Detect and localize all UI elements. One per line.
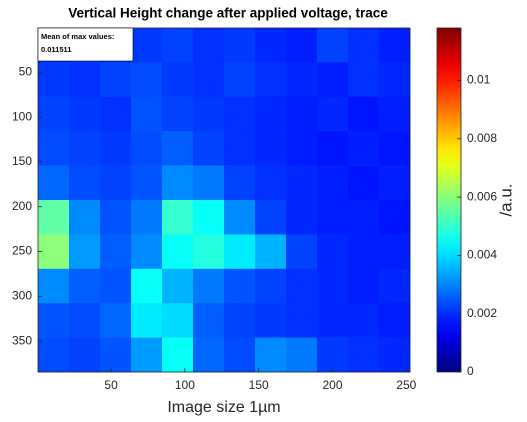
annotation: 0.011511 xyxy=(41,45,71,54)
y-tick-label: 250 xyxy=(12,244,32,258)
x-tick-label: 50 xyxy=(104,378,118,392)
y-tick-label: 200 xyxy=(12,199,32,213)
colorbar-tick-label: 0.002 xyxy=(467,306,497,320)
y-tick-label: 300 xyxy=(12,288,32,302)
colorbar-tick-label: 0.006 xyxy=(467,189,497,203)
x-tick-label: 100 xyxy=(175,378,195,392)
plot-frame xyxy=(37,27,411,373)
colorbar-tick-label: 0.008 xyxy=(467,131,497,145)
x-tick-label: 250 xyxy=(396,378,416,392)
annotation-box xyxy=(37,27,134,62)
colorbar-tick-label: 0.01 xyxy=(467,73,491,87)
annotation: Mean of max values: xyxy=(41,32,114,41)
y-tick-label: 350 xyxy=(12,333,32,347)
colorbar-label: /a.u. xyxy=(496,183,515,216)
chart-title: Vertical Height change after applied vol… xyxy=(68,6,388,21)
texture xyxy=(38,28,410,372)
x-tick-label: 150 xyxy=(249,378,269,392)
colorbar-tick-label: 0 xyxy=(467,364,474,378)
y-tick-label: 150 xyxy=(12,154,32,168)
x-axis-label: Image size 1µm xyxy=(167,399,280,416)
colorbar-tick-label: 0.004 xyxy=(467,248,497,262)
colorbar xyxy=(436,27,462,373)
y-tick-label: 100 xyxy=(12,109,32,123)
y-tick-label: 50 xyxy=(19,65,33,79)
x-tick-label: 200 xyxy=(322,378,342,392)
